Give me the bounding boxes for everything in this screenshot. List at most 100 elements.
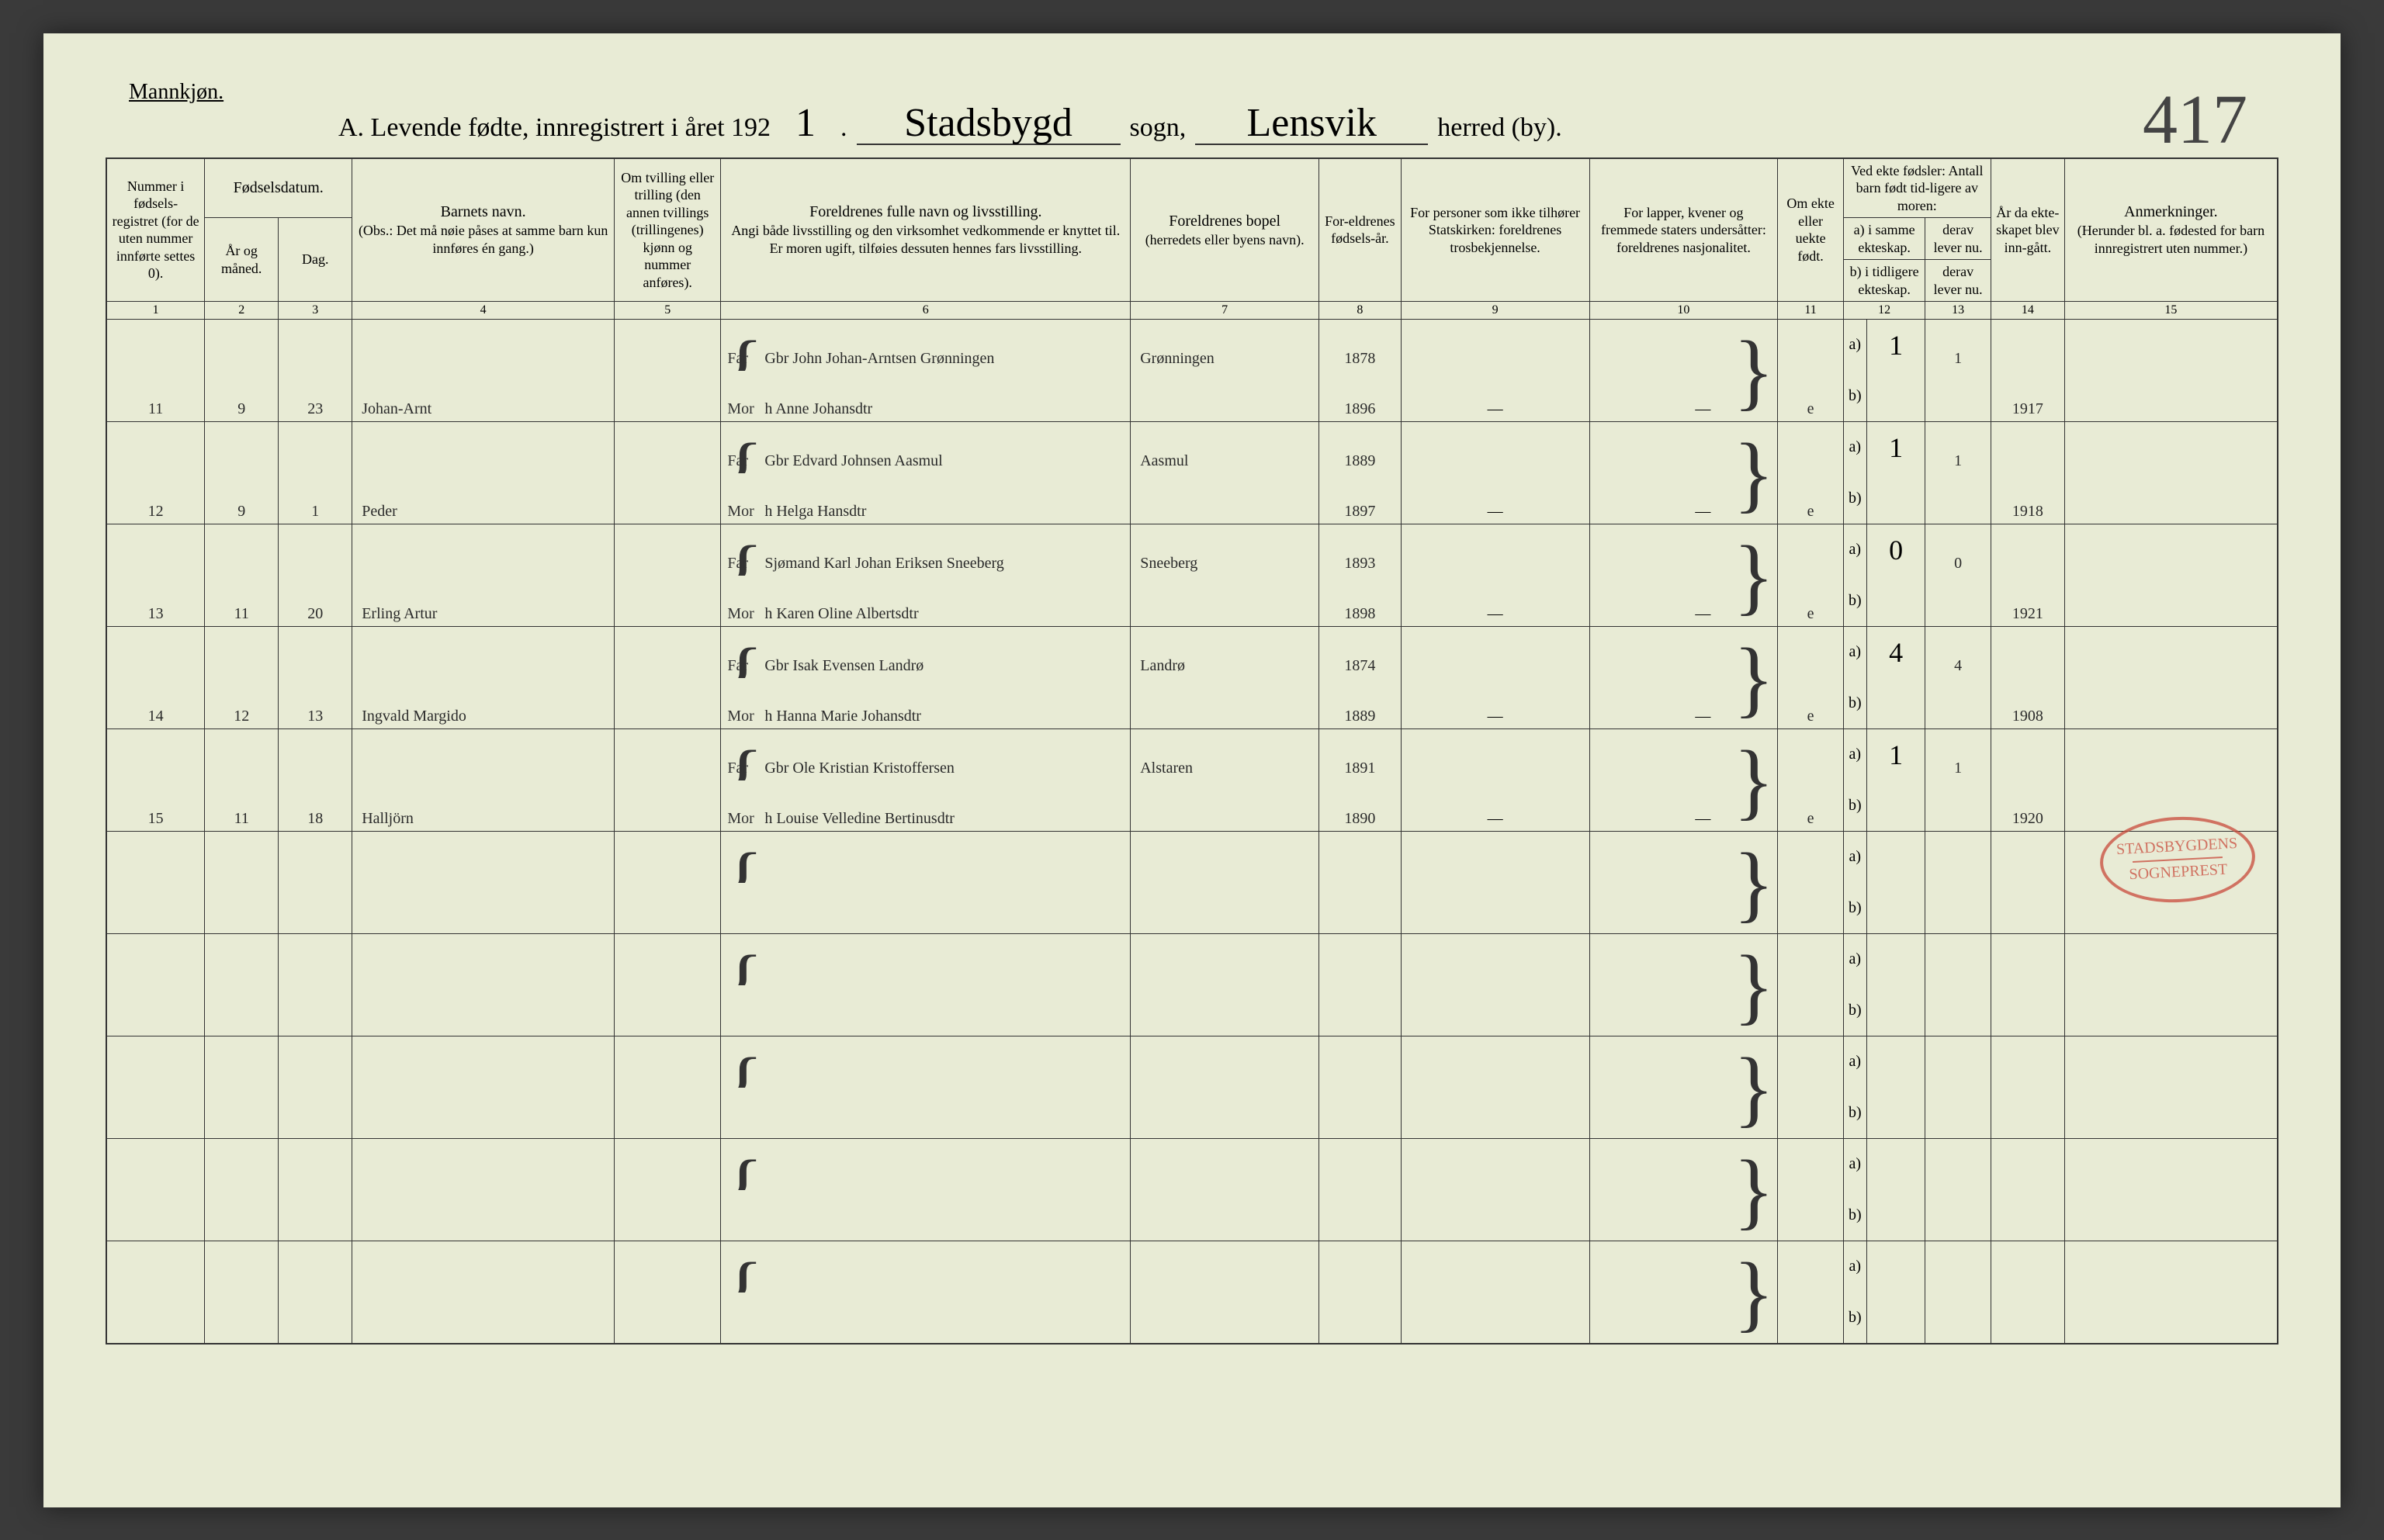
c12b-cell: b): [1843, 371, 1925, 422]
child-cell: Erling Artur: [352, 576, 615, 627]
child-cell: [352, 729, 615, 780]
father-name: Gbr John Johan-Arntsen Grønningen: [764, 350, 994, 367]
c12a-cell: a): [1843, 1036, 1925, 1088]
faith-cell: [1401, 934, 1589, 1036]
mother-cell: Morh Hanna Marie Johansdtr: [721, 678, 1131, 729]
day-cell: [279, 934, 352, 985]
mother-cell: Morh Louise Velledine Bertinusdtr: [721, 780, 1131, 832]
father-year: [1319, 1139, 1402, 1190]
child-cell: [352, 934, 615, 985]
father-year: 1889: [1319, 422, 1402, 473]
marriage-year: 1908: [1991, 627, 2064, 729]
father-name: Gbr Isak Evensen Landrø: [764, 657, 923, 674]
twin-cell: [615, 576, 721, 627]
nationality-cell: —}: [1589, 524, 1778, 627]
colnum-cell: 8: [1319, 302, 1402, 320]
place-cell-mor: [1131, 371, 1319, 422]
record-row-far: {FarGbr Isak Evensen LandrøLandrø1874——}…: [106, 627, 2278, 678]
c13b-cell: [1925, 1088, 1991, 1139]
mother-cell: Mor: [721, 1088, 1131, 1139]
ekte-cell: e: [1778, 627, 1843, 729]
record-row-mor: Morb): [106, 1190, 2278, 1241]
nationality-cell: —}: [1589, 627, 1778, 729]
marriage-year: [1991, 1036, 2064, 1139]
day-cell: [279, 729, 352, 780]
col5-head: Om tvilling eller trilling (den annen tv…: [615, 158, 721, 302]
c12b-cell: b): [1843, 473, 1925, 524]
colnum-cell: 12: [1843, 302, 1925, 320]
place-cell: [1131, 1139, 1319, 1190]
father-cell: {FarGbr Edvard Johnsen Aasmul: [721, 422, 1131, 473]
record-row-far: {Far}a): [106, 832, 2278, 883]
ekte-cell: [1778, 1241, 1843, 1344]
colnum-row: 123456789101112131415: [106, 302, 2278, 320]
nationality-cell: }: [1589, 1139, 1778, 1241]
herred-value: Lensvik: [1195, 103, 1428, 145]
mother-cell: Morh Helga Hansdtr: [721, 473, 1131, 524]
father-cell: {Far: [721, 1241, 1131, 1293]
num-cell: [106, 1190, 205, 1241]
remarks-cell: [2064, 1241, 2278, 1344]
remarks-cell: [2064, 320, 2278, 422]
day-cell: [279, 1293, 352, 1344]
faith-cell: —: [1401, 729, 1589, 832]
twin-cell: [615, 1088, 721, 1139]
record-row-far: {Far}a): [106, 934, 2278, 985]
register-table: Nummer i fødsels-registret (for de uten …: [106, 157, 2278, 1344]
c13b-cell: [1925, 576, 1991, 627]
c12a-cell: a)1: [1843, 320, 1925, 371]
child-cell: [352, 985, 615, 1036]
c12a-cell: a): [1843, 934, 1925, 985]
month-cell: 9: [205, 473, 279, 524]
twin-cell: [615, 832, 721, 883]
col13b-head: derav lever nu.: [1925, 260, 1991, 302]
col12b-head: b) i tidligere ekteskap.: [1843, 260, 1925, 302]
mother-cell: Mor: [721, 1293, 1131, 1344]
twin-cell: [615, 729, 721, 780]
faith-cell: —: [1401, 627, 1589, 729]
day-cell: [279, 985, 352, 1036]
twin-cell: [615, 780, 721, 832]
father-year: [1319, 934, 1402, 985]
month-cell: 12: [205, 678, 279, 729]
colnum-cell: 13: [1925, 302, 1991, 320]
place-cell: Grønningen: [1131, 320, 1319, 371]
child-cell: [352, 1036, 615, 1088]
num-cell: [106, 627, 205, 678]
stamp-line1: STADSBYGDENS: [2116, 834, 2238, 858]
father-year: 1893: [1319, 524, 1402, 576]
child-cell: Halljörn: [352, 780, 615, 832]
month-cell: [205, 524, 279, 576]
remarks-cell: [2064, 1036, 2278, 1139]
place-cell-mor: [1131, 678, 1319, 729]
nationality-cell: —}: [1589, 320, 1778, 422]
record-row-mor: Morb): [106, 1293, 2278, 1344]
place-cell-mor: [1131, 473, 1319, 524]
colnum-cell: 11: [1778, 302, 1843, 320]
mother-name: h Hanna Marie Johansdtr: [764, 708, 921, 725]
marriage-year: [1991, 1241, 2064, 1344]
col1-head: Nummer i fødsels-registret (for de uten …: [106, 158, 205, 302]
ekte-cell: [1778, 1139, 1843, 1241]
c13a-cell: 1: [1925, 320, 1991, 371]
father-name: Sjømand Karl Johan Eriksen Sneeberg: [764, 555, 1003, 572]
twin-cell: [615, 627, 721, 678]
child-cell: [352, 1139, 615, 1190]
twin-cell: [615, 985, 721, 1036]
col13a-head: derav lever nu.: [1925, 218, 1991, 260]
table-body: 123456789101112131415 {FarGbr John Johan…: [106, 302, 2278, 1344]
twin-cell: [615, 934, 721, 985]
col11-head: Om ekte eller uekte født.: [1778, 158, 1843, 302]
father-cell: {FarGbr John Johan-Arntsen Grønningen: [721, 320, 1131, 371]
colnum-cell: 5: [615, 302, 721, 320]
num-cell: 13: [106, 576, 205, 627]
num-cell: [106, 422, 205, 473]
col15-head: Anmerkninger. (Herunder bl. a. fødested …: [2064, 158, 2278, 302]
month-cell: [205, 985, 279, 1036]
day-cell: [279, 1036, 352, 1088]
c13b-cell: [1925, 678, 1991, 729]
c13b-cell: [1925, 780, 1991, 832]
twin-cell: [615, 473, 721, 524]
num-cell: 11: [106, 371, 205, 422]
child-cell: [352, 883, 615, 934]
